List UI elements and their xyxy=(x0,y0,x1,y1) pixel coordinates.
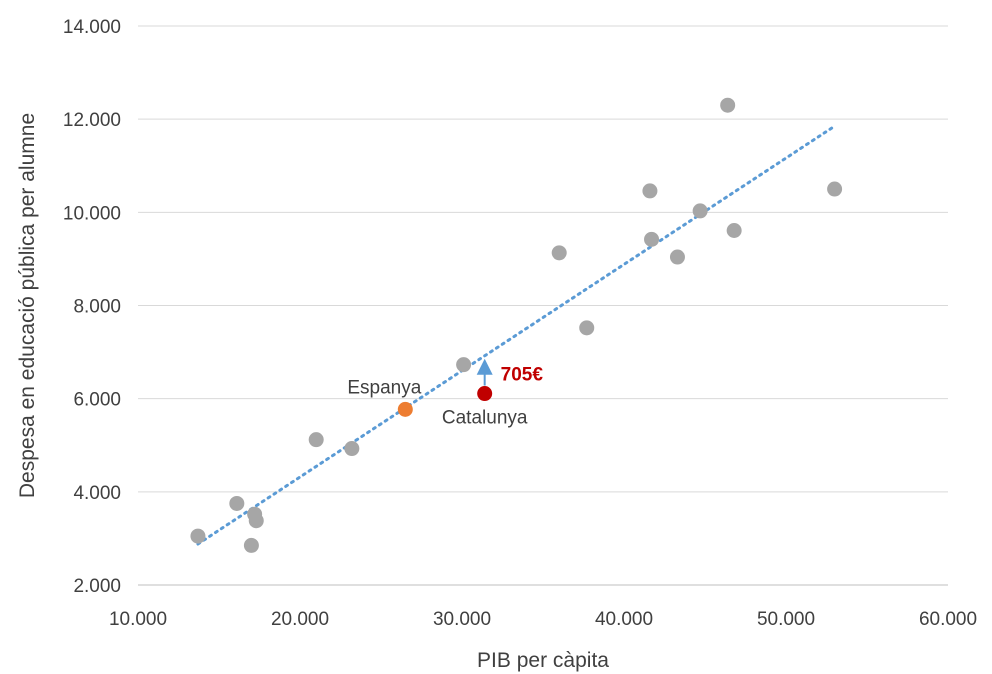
y-axis-title: Despesa en educació pública per alumne xyxy=(16,113,39,498)
x-tick-label: 60.000 xyxy=(919,609,977,630)
country-point xyxy=(692,203,708,219)
country-point xyxy=(669,249,685,265)
x-tick-labels: 10.000 20.000 30.000 40.000 50.000 60.000 xyxy=(109,609,977,630)
country-point xyxy=(308,432,324,448)
catalunya-point xyxy=(477,386,493,402)
espanya-point xyxy=(397,401,413,417)
country-point xyxy=(720,97,736,113)
country-point xyxy=(243,537,259,553)
trendline-group xyxy=(196,124,837,546)
x-tick-label: 10.000 xyxy=(109,609,167,630)
country-point xyxy=(551,245,567,261)
x-tick-label: 30.000 xyxy=(433,609,491,630)
gridlines xyxy=(138,25,948,586)
gap-arrow-head xyxy=(476,358,493,375)
trendline xyxy=(196,124,837,546)
y-tick-label: 2.000 xyxy=(73,576,121,597)
x-tick-label: 50.000 xyxy=(757,609,815,630)
point-label: Catalunya xyxy=(442,408,528,429)
country-point xyxy=(644,231,660,247)
country-point xyxy=(229,495,245,511)
y-tick-label: 12.000 xyxy=(63,110,121,131)
annotations: Espanya Catalunya 705€ xyxy=(347,365,543,429)
y-tick-label: 4.000 xyxy=(73,483,121,504)
point-label: Espanya xyxy=(347,377,421,398)
y-tick-label: 14.000 xyxy=(63,17,121,38)
country-point xyxy=(456,357,472,373)
country-point xyxy=(642,183,658,199)
country-point xyxy=(827,181,843,197)
country-point xyxy=(726,223,742,239)
y-tick-label: 6.000 xyxy=(73,390,121,411)
country-point xyxy=(579,320,595,336)
country-point xyxy=(344,441,360,457)
y-tick-label: 10.000 xyxy=(63,203,121,224)
x-tick-label: 40.000 xyxy=(595,609,653,630)
y-tick-labels: 2.000 4.000 6.000 8.000 10.000 12.000 14.000 xyxy=(63,17,121,597)
x-tick-label: 20.000 xyxy=(271,609,329,630)
country-point xyxy=(248,513,264,529)
country-point xyxy=(190,528,206,544)
x-axis-title: PIB per càpita xyxy=(477,649,609,672)
gap-value-label: 705€ xyxy=(501,365,544,386)
gap-arrow-group xyxy=(476,358,493,386)
y-tick-label: 8.000 xyxy=(73,297,121,318)
data-points xyxy=(190,97,843,553)
